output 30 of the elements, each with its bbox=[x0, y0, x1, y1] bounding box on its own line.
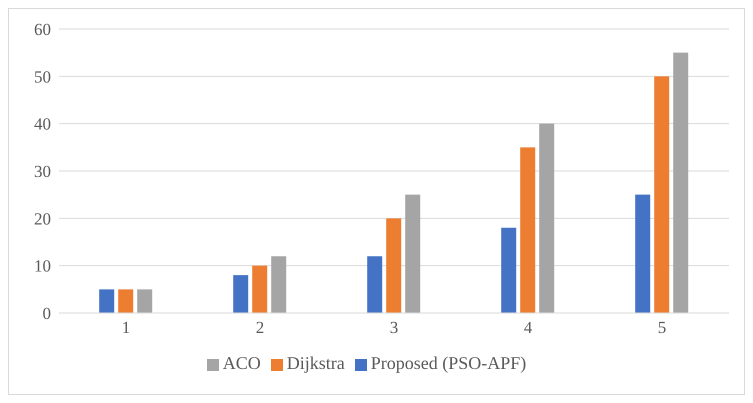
y-tick-label: 0 bbox=[42, 304, 51, 324]
bar bbox=[233, 275, 248, 313]
bar bbox=[252, 266, 268, 313]
bar bbox=[405, 194, 420, 313]
legend-label: Proposed (PSO-APF) bbox=[370, 353, 526, 373]
bar bbox=[386, 218, 402, 313]
bar bbox=[271, 256, 286, 313]
y-tick-label: 50 bbox=[34, 67, 51, 86]
x-tick-label: 2 bbox=[256, 318, 264, 338]
legend-label: ACO bbox=[222, 353, 261, 373]
x-tick-label: 4 bbox=[524, 318, 533, 338]
bar bbox=[367, 256, 382, 313]
bar bbox=[673, 52, 688, 313]
x-tick-label: 3 bbox=[390, 318, 398, 338]
bar bbox=[99, 289, 114, 313]
y-tick-label: 30 bbox=[34, 162, 51, 182]
bar bbox=[520, 147, 536, 313]
legend-label: Dijkstra bbox=[286, 353, 345, 373]
bar bbox=[118, 289, 134, 313]
bar bbox=[635, 194, 650, 313]
y-tick-label: 60 bbox=[34, 20, 51, 40]
y-tick-label: 40 bbox=[34, 114, 51, 134]
bar bbox=[501, 228, 516, 313]
bar bbox=[654, 76, 670, 313]
x-tick-label: 5 bbox=[658, 318, 666, 338]
y-tick-label: 10 bbox=[34, 256, 51, 276]
bar bbox=[539, 124, 554, 313]
bar bbox=[137, 289, 152, 313]
x-tick-label: 1 bbox=[122, 318, 130, 338]
y-tick-label: 20 bbox=[34, 209, 51, 228]
